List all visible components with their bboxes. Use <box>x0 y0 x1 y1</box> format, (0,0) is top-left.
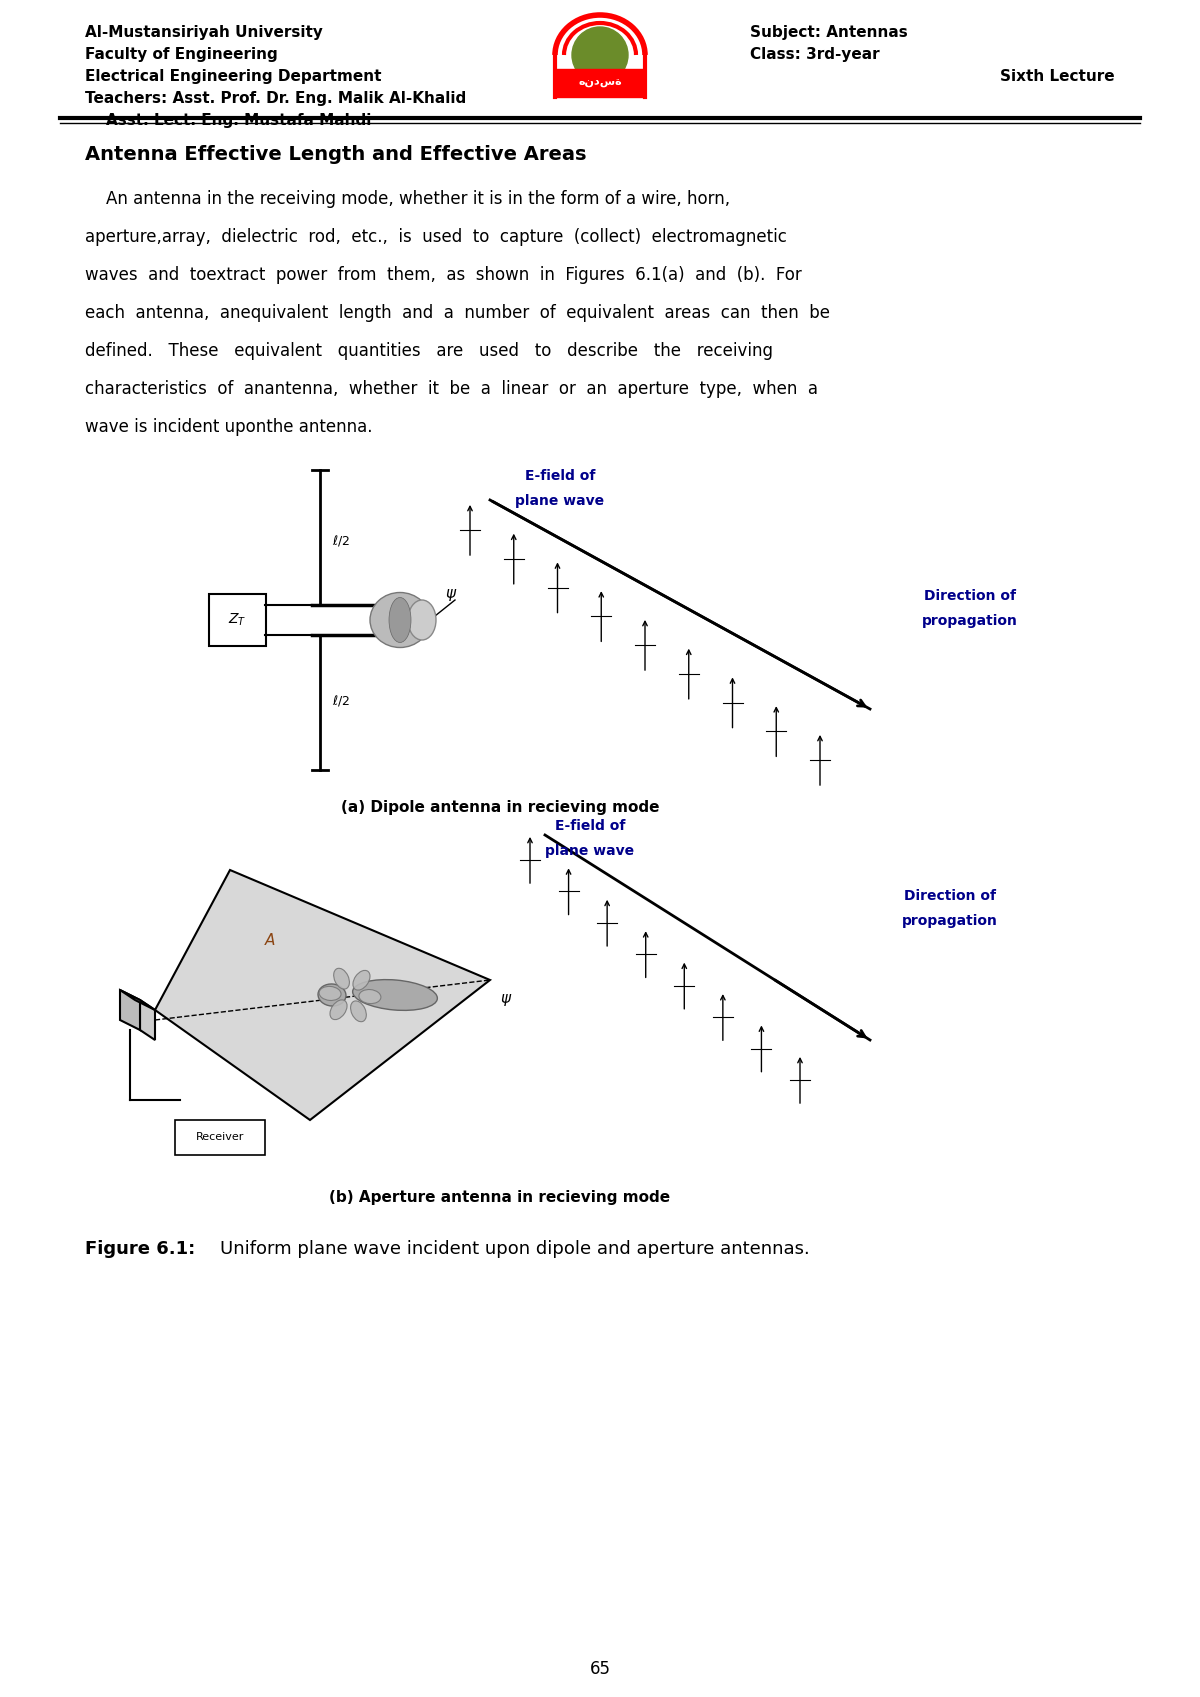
Text: Al-Mustansiriyah University: Al-Mustansiriyah University <box>85 25 323 41</box>
Text: plane wave: plane wave <box>516 494 605 507</box>
Text: Sixth Lecture: Sixth Lecture <box>1001 70 1115 83</box>
Text: هندسة: هندسة <box>578 78 622 88</box>
Text: waves  and  toextract  power  from  them,  as  shown  in  Figures  6.1(a)  and  : waves and toextract power from them, as … <box>85 266 802 283</box>
Text: $\psi$: $\psi$ <box>445 587 457 602</box>
Text: (b) Aperture antenna in recieving mode: (b) Aperture antenna in recieving mode <box>330 1190 671 1205</box>
Text: Faculty of Engineering: Faculty of Engineering <box>85 48 277 63</box>
Text: Electrical Engineering Department: Electrical Engineering Department <box>85 70 382 83</box>
Polygon shape <box>140 1000 155 1040</box>
Text: each  antenna,  anequivalent  length  and  a  number  of  equivalent  areas  can: each antenna, anequivalent length and a … <box>85 304 830 322</box>
Circle shape <box>572 27 628 83</box>
Ellipse shape <box>370 592 430 648</box>
Ellipse shape <box>389 597 410 643</box>
Bar <box>554 70 646 97</box>
Text: $\ell/2$: $\ell/2$ <box>332 692 349 708</box>
Text: Subject: Antennas: Subject: Antennas <box>750 25 907 41</box>
Text: Asst. Lect. Eng. Mustafa Mahdi: Asst. Lect. Eng. Mustafa Mahdi <box>85 114 371 127</box>
Text: propagation: propagation <box>922 614 1018 628</box>
Text: wave is incident uponthe antenna.: wave is incident uponthe antenna. <box>85 417 372 436</box>
Bar <box>175 1120 265 1156</box>
Text: $\psi$: $\psi$ <box>500 993 512 1008</box>
Text: (a) Dipole antenna in recieving mode: (a) Dipole antenna in recieving mode <box>341 799 659 815</box>
Ellipse shape <box>359 989 380 1003</box>
Text: $A$: $A$ <box>264 932 276 949</box>
Polygon shape <box>120 989 140 1030</box>
Ellipse shape <box>318 984 346 1006</box>
Text: Direction of: Direction of <box>904 889 996 903</box>
Text: propagation: propagation <box>902 915 998 928</box>
Text: An antenna in the receiving mode, whether it is in the form of a wire, horn,: An antenna in the receiving mode, whethe… <box>85 190 730 209</box>
Text: $\ell/2$: $\ell/2$ <box>332 533 349 548</box>
Text: Figure 6.1:: Figure 6.1: <box>85 1241 196 1257</box>
Text: aperture,array,  dielectric  rod,  etc.,  is  used  to  capture  (collect)  elec: aperture,array, dielectric rod, etc., is… <box>85 227 787 246</box>
Text: Teachers: Asst. Prof. Dr. Eng. Malik Al-Khalid: Teachers: Asst. Prof. Dr. Eng. Malik Al-… <box>85 92 467 105</box>
Text: Receiver: Receiver <box>196 1132 244 1142</box>
Ellipse shape <box>334 969 349 989</box>
Ellipse shape <box>353 979 437 1010</box>
Text: E-field of: E-field of <box>524 468 595 484</box>
Text: plane wave: plane wave <box>546 843 635 859</box>
Text: Class: 3rd-year: Class: 3rd-year <box>750 48 880 63</box>
Text: Uniform plane wave incident upon dipole and aperture antennas.: Uniform plane wave incident upon dipole … <box>220 1241 810 1257</box>
Ellipse shape <box>350 1001 366 1022</box>
Ellipse shape <box>353 971 370 989</box>
Text: defined.   These   equivalent   quantities   are   used   to   describe   the   : defined. These equivalent quantities are… <box>85 343 773 360</box>
Polygon shape <box>120 989 155 1010</box>
Text: Antenna Effective Length and Effective Areas: Antenna Effective Length and Effective A… <box>85 144 587 165</box>
Text: characteristics  of  anantenna,  whether  it  be  a  linear  or  an  aperture  t: characteristics of anantenna, whether it… <box>85 380 818 399</box>
Ellipse shape <box>408 601 436 640</box>
Text: $Z_T$: $Z_T$ <box>228 613 247 628</box>
Polygon shape <box>155 871 490 1120</box>
Text: Direction of: Direction of <box>924 589 1016 602</box>
Text: 65: 65 <box>589 1660 611 1678</box>
Ellipse shape <box>330 1000 347 1020</box>
FancyBboxPatch shape <box>209 594 266 647</box>
Text: E-field of: E-field of <box>554 820 625 833</box>
Ellipse shape <box>319 986 341 1001</box>
